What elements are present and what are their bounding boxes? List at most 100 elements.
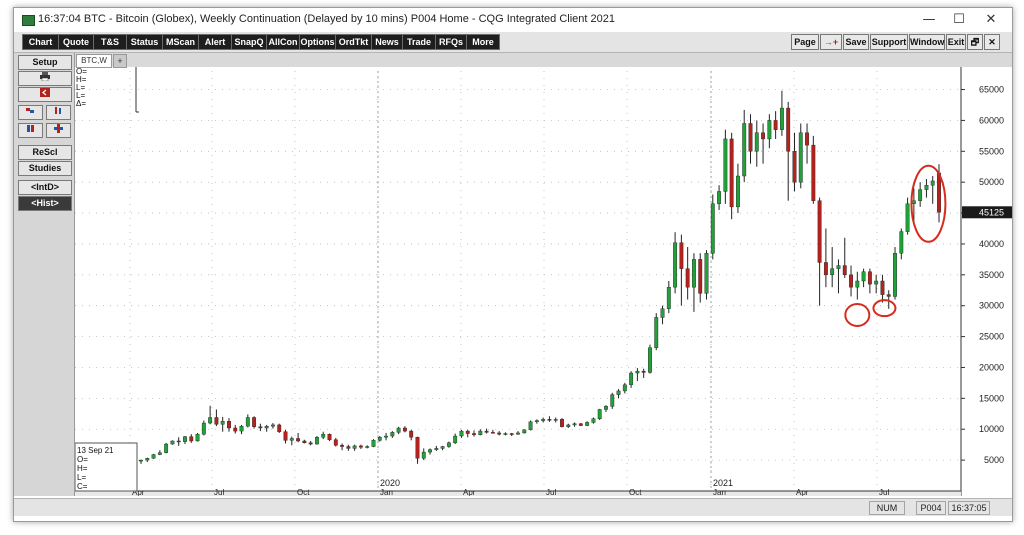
candle-up — [145, 458, 150, 461]
candle-up — [440, 446, 445, 449]
candle-down — [214, 417, 219, 425]
menu-chart-button[interactable]: Chart — [22, 34, 59, 50]
intraday-button[interactable]: <IntD> — [18, 180, 72, 195]
page-indicator: P004 — [916, 501, 946, 515]
candle-up — [830, 268, 835, 276]
y-tick-label: 35000 — [979, 270, 1004, 280]
studies-button[interactable]: Studies — [18, 161, 72, 176]
bar-style-button-1[interactable] — [18, 105, 43, 120]
candle-up — [534, 420, 539, 423]
candle-down — [402, 427, 407, 432]
candle-up — [616, 390, 621, 395]
back-button[interactable] — [18, 87, 72, 102]
clock: 16:37:05 — [948, 501, 990, 515]
x-month-label: Jan — [380, 488, 393, 496]
rescale-button[interactable]: ReScl — [18, 145, 72, 160]
setup-button[interactable]: Setup — [18, 55, 72, 70]
menu-allcon-button[interactable]: AllCon — [266, 34, 300, 50]
title-bar: 16:37:04 BTC - Bitcoin (Globex), Weekly … — [14, 8, 1012, 32]
zoom-button-2[interactable] — [46, 123, 71, 138]
candle-up — [754, 132, 759, 152]
candle-down — [509, 433, 514, 435]
candle-up — [183, 436, 187, 442]
candle-up — [516, 432, 520, 435]
menu-close-button[interactable]: ✕ — [984, 34, 1000, 50]
ohlc-open-label: O= — [76, 67, 87, 76]
menu-page-button[interactable]: Page — [791, 34, 819, 50]
candle-down — [880, 280, 885, 295]
x-month-label: Apr — [463, 488, 476, 496]
menu-snapq-button[interactable]: SnapQ — [231, 34, 267, 50]
menu-exit-button[interactable]: Exit — [946, 34, 966, 50]
price-axis-background — [961, 67, 1012, 496]
candle-down — [729, 138, 734, 208]
chart-tab[interactable]: BTC,W — [76, 54, 112, 68]
candle-down — [302, 440, 307, 444]
candle-down — [258, 426, 263, 429]
y-tick-label: 60000 — [979, 115, 1004, 125]
candle-up — [779, 107, 784, 130]
candle-up — [635, 370, 640, 374]
print-button[interactable] — [18, 71, 72, 86]
candle-up — [220, 421, 225, 425]
price-axis: 5000 10000 15000 20000 25000 30000 35000 40000 4… — [960, 67, 1012, 496]
year-label: 2021 — [713, 478, 733, 488]
menu-options-button[interactable]: Options — [299, 34, 336, 50]
menu-mscan-button[interactable]: MScan — [162, 34, 199, 50]
chart-grid — [75, 71, 960, 491]
candle-up — [245, 417, 250, 427]
candle-down — [811, 144, 816, 201]
candle-down — [578, 423, 583, 426]
candle-up — [585, 422, 590, 426]
menu-trade-button[interactable]: Trade — [402, 34, 436, 50]
menu-alert-button[interactable]: Alert — [198, 34, 232, 50]
annotation-circle-low-1 — [844, 302, 871, 327]
bar-style-button-2[interactable] — [46, 105, 71, 120]
candle-up — [597, 409, 602, 419]
menu-ordtkt-button[interactable]: OrdTkt — [335, 34, 372, 50]
menu-quote-button[interactable]: Quote — [58, 34, 94, 50]
candle-up — [264, 425, 269, 429]
window-title: 16:37:04 BTC - Bitcoin (Globex), Weekly … — [38, 13, 615, 25]
candle-down — [547, 419, 552, 421]
candle-down — [465, 430, 470, 434]
history-button[interactable]: <Hist> — [18, 196, 72, 211]
y-tick-label: 20000 — [979, 362, 1004, 372]
zoom-button-1[interactable] — [18, 123, 43, 138]
candle-down — [189, 436, 194, 442]
chart-tab-strip: BTC,W + — [75, 53, 1012, 68]
menu-rfqs-button[interactable]: RFQs — [435, 34, 467, 50]
menu-news-button[interactable]: News — [371, 34, 403, 50]
menu-ts-button[interactable]: T&S — [93, 34, 127, 50]
menu-save-button[interactable]: Save — [843, 34, 869, 50]
candle-down — [277, 424, 282, 432]
candle-up — [553, 419, 558, 421]
candle-down — [786, 107, 791, 152]
close-button[interactable]: ✕ — [985, 12, 997, 27]
candle-up — [396, 427, 401, 433]
candle-down — [490, 432, 495, 434]
candle-up — [654, 317, 659, 348]
maximize-button[interactable]: ☐ — [953, 12, 965, 27]
minimize-button[interactable]: — — [922, 12, 936, 27]
candle-up — [924, 185, 929, 190]
price-chart[interactable]: 5000 10000 15000 20000 25000 30000 35000 40000 4… — [75, 67, 1012, 496]
menu-restore-button[interactable]: 🗗 — [967, 34, 983, 50]
time-axis: Apr Jul Oct Jan Apr Jul Oct Jan Apr Jul 2020 2021 — [75, 478, 961, 496]
add-tab-button[interactable]: + — [113, 54, 127, 68]
candle-up — [421, 451, 426, 459]
menu-support-button[interactable]: Support — [870, 34, 908, 50]
compress-icon — [27, 125, 34, 132]
cursor-date: 13 Sep 21 — [77, 446, 114, 455]
candle-up — [321, 433, 326, 438]
candle-up — [390, 432, 395, 437]
candle-up — [874, 280, 879, 285]
menu-window-button[interactable]: Window — [909, 34, 945, 50]
expand-icon — [54, 124, 63, 133]
menu-page-add-button[interactable]: →+ — [820, 34, 842, 50]
chart-area[interactable]: BTC,W + 5000 10000 15000 20000 25000 30000 350… — [75, 53, 1012, 496]
y-tick-label: 65000 — [979, 85, 1004, 95]
menu-status-button[interactable]: Status — [126, 34, 163, 50]
menu-more-button[interactable]: More — [466, 34, 500, 50]
menu-bar: Chart Quote T&S Status MScan Alert SnapQ AllCon… — [14, 32, 1012, 53]
